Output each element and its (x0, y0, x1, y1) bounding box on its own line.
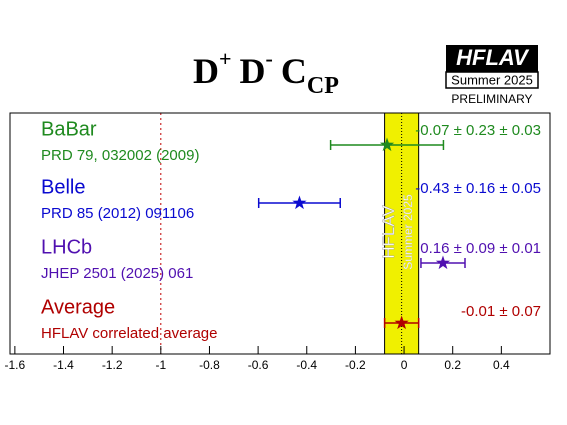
x-tick-label: -1.6 (5, 358, 26, 372)
logo-status: PRELIMINARY (451, 92, 532, 106)
x-tick-label: 0.4 (493, 358, 510, 372)
x-tick-label: -0.8 (199, 358, 220, 372)
title-part: D (193, 51, 219, 91)
central-value (435, 255, 451, 270)
x-tick-label: 0.2 (444, 358, 461, 372)
value-label: -0.43 ± 0.16 ± 0.05 (415, 180, 541, 197)
central-value (379, 137, 395, 152)
x-tick-label: -0.2 (345, 358, 366, 372)
experiment-name: Belle (41, 176, 85, 198)
reference: PRD 79, 032002 (2009) (41, 147, 199, 164)
experiment-name: LHCb (41, 236, 92, 258)
x-tick-label: -1 (155, 358, 166, 372)
reference: JHEP 2501 (2025) 061 (41, 265, 193, 282)
title-part: D (240, 51, 266, 91)
experiment-name: BaBar (41, 118, 97, 140)
logo-season-box (445, 71, 539, 89)
central-value (292, 195, 307, 210)
title-part: C (281, 51, 307, 91)
value-label: -0.01 ± 0.07 (461, 303, 541, 320)
logo-name: HFLAV (456, 45, 530, 70)
x-tick-label: -0.6 (248, 358, 269, 372)
x-tick-label: -1.2 (102, 358, 123, 372)
x-tick-label: -0.4 (296, 358, 317, 372)
reference: PRD 85 (2012) 091106 (41, 205, 194, 222)
reference: HFLAV correlated average (41, 325, 217, 342)
title-part: CP (307, 73, 339, 99)
plot-frame (9, 112, 551, 355)
value-label: -0.07 ± 0.23 ± 0.03 (415, 122, 541, 139)
band-label: HFLAV (379, 205, 398, 259)
title-part: - (266, 46, 273, 71)
x-tick-label: 0 (401, 358, 408, 372)
value-label: 0.16 ± 0.09 ± 0.01 (420, 240, 541, 257)
title-part: + (219, 46, 232, 71)
band-season: Summer 2025 (401, 194, 415, 270)
logo-season: Summer 2025 (451, 72, 533, 87)
central-value (394, 315, 409, 330)
x-tick-label: -1.4 (53, 358, 74, 372)
chart-title: D+ D- CCP (193, 46, 339, 98)
logo-box (446, 45, 538, 72)
experiment-name: Average (41, 296, 115, 318)
